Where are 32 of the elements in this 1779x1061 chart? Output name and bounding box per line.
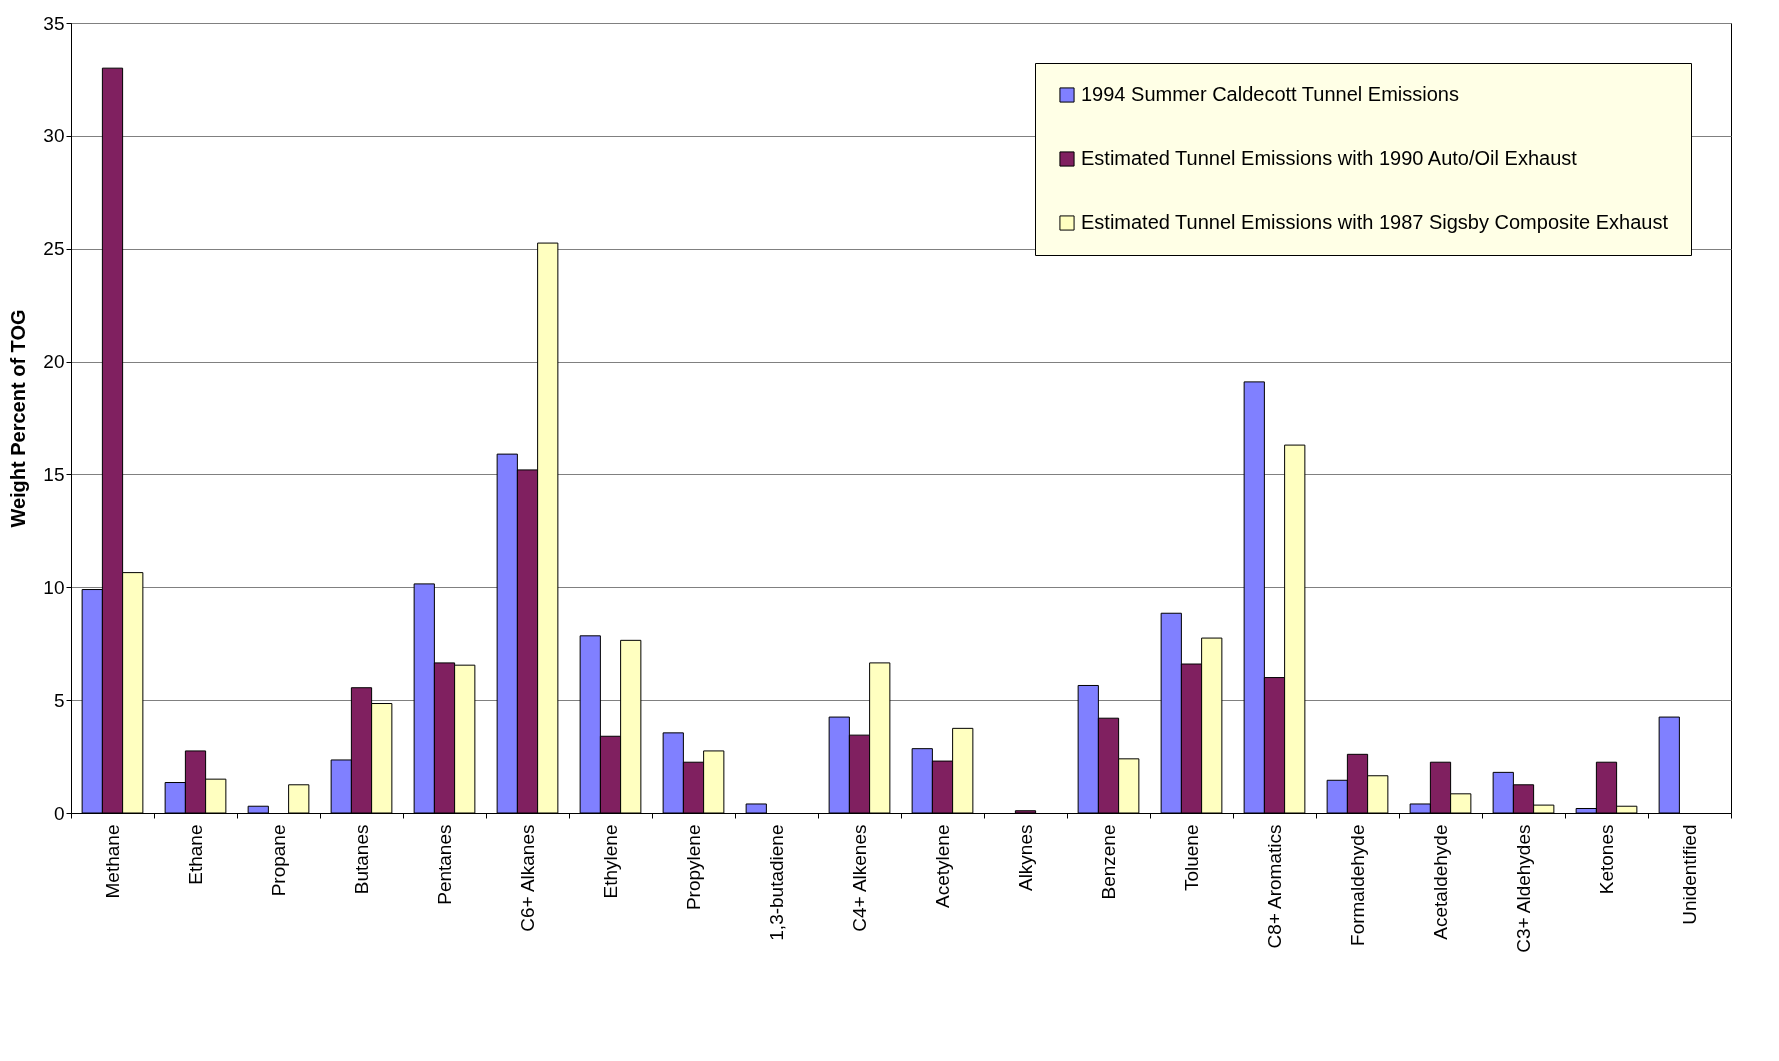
x-tick-label: Toluene [1181,824,1202,892]
x-tick-label: Ketones [1596,824,1617,895]
x-tick-label: Alkynes [1015,824,1036,892]
y-tick-label: 10 [43,576,65,598]
y-tick-label: 0 [53,802,65,824]
x-tick-label: C6+ Alkanes [517,824,538,932]
legend-label: 1994 Summer Caldecott Tunnel Emissions [1081,83,1459,105]
y-axis-title: Weight Percent of TOG [7,309,30,528]
x-tick-label: Propylene [683,824,704,911]
x-tick-label: Formaldehyde [1347,824,1368,946]
x-tick-label: Ethane [185,824,206,885]
x-tick-label: 1,3-butadiene [766,824,787,941]
x-tick-label: C8+ Aromatics [1264,824,1285,949]
y-tick-label: 20 [43,351,65,373]
x-tick-label: C3+ Aldehydes [1513,824,1534,953]
x-tick-label: C4+ Alkenes [849,824,870,932]
x-tick-label: Acetaldehyde [1430,824,1451,940]
x-tick-label: Butanes [351,824,372,895]
x-tick-label: Pentanes [434,824,455,905]
x-tick-label: Unidentified [1679,824,1700,925]
x-tick-label: Acetylene [932,824,953,908]
y-tick-label: 30 [43,125,65,147]
y-tick-label: 35 [43,12,65,34]
legend-label: Estimated Tunnel Emissions with 1990 Auto/Oil Exhaust [1081,147,1578,169]
y-tick-label: 25 [43,238,65,260]
y-tick-label: 5 [53,689,65,711]
x-tick-label: Benzene [1098,824,1119,900]
x-tick-label: Methane [102,824,123,899]
x-tick-label: Propane [268,824,289,897]
y-tick-label: 15 [43,463,65,485]
legend-label: Estimated Tunnel Emissions with 1987 Sigsby Composite Exhaust [1081,211,1669,233]
x-tick-label: Ethylene [600,824,621,899]
